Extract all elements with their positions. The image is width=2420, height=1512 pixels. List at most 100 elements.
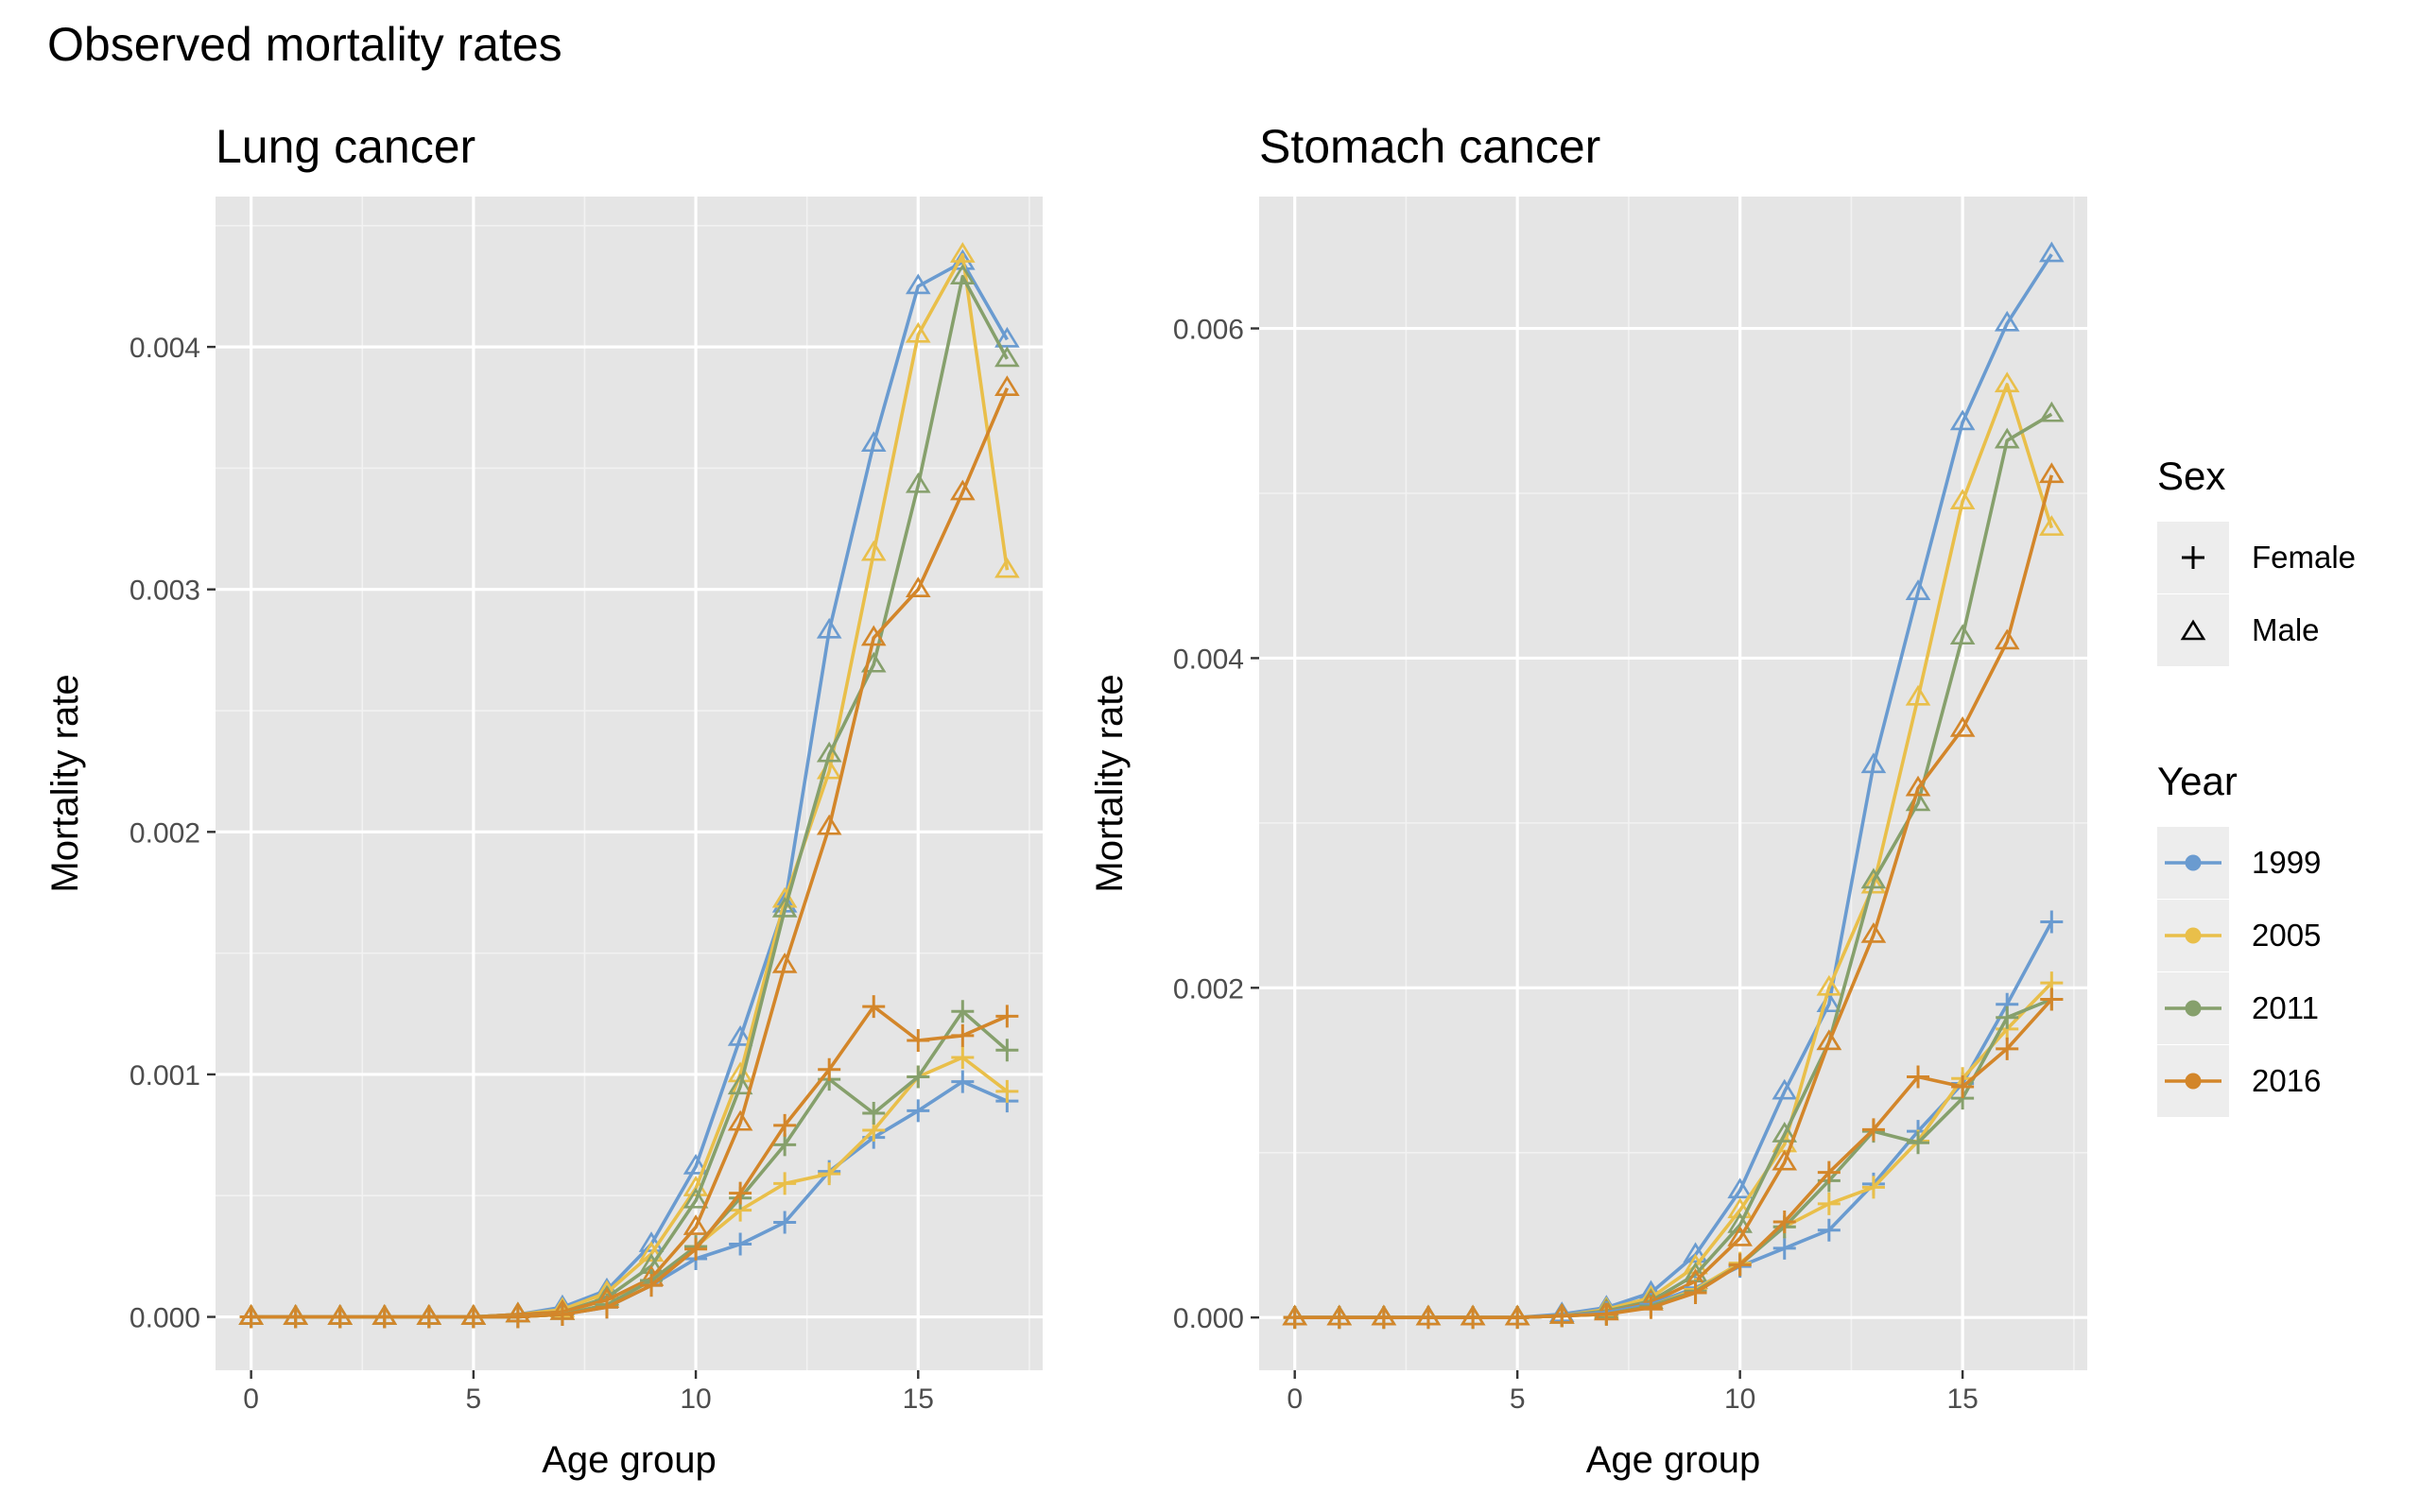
x-axis-label: Age group	[542, 1439, 717, 1481]
data-point-plus	[1817, 1218, 1841, 1242]
x-tick-label: 5	[466, 1383, 482, 1415]
legend-triangle-icon	[2180, 619, 2206, 641]
data-point-triangle	[1772, 1078, 1798, 1100]
data-point-triangle	[683, 1187, 709, 1209]
legend-plus-icon	[2182, 546, 2204, 569]
data-point-plus	[550, 1302, 574, 1326]
y-tick-label: 0.003	[130, 576, 200, 607]
y-tick-label: 0.002	[130, 817, 200, 849]
data-point-triangle	[727, 1074, 753, 1095]
data-point-plus	[1595, 1302, 1618, 1326]
panel-stomach-cancer: 0 5 10 15 0.000 0.002 0.004 0.006 Stomach cancer…	[1089, 120, 2087, 1481]
data-point-plus	[773, 1133, 797, 1157]
data-point-triangle	[683, 1153, 709, 1175]
y-tick-label: 0.004	[1173, 644, 1244, 675]
legend-year-label: 2005	[2252, 918, 2321, 953]
data-point-triangle	[1727, 1177, 1753, 1199]
data-point-triangle	[638, 1241, 665, 1263]
y-tick-label: 0.001	[130, 1060, 200, 1091]
data-point-plus	[1996, 1005, 2019, 1029]
data-point-plus	[729, 1232, 752, 1256]
data-point-triangle	[1816, 974, 1842, 996]
data-point-triangle	[1772, 1149, 1798, 1171]
data-point-plus	[684, 1237, 708, 1261]
data-point-triangle	[860, 540, 887, 561]
legend-dot-icon	[2185, 927, 2202, 944]
data-point-plus	[328, 1305, 352, 1329]
y-axis-label: Mortality rate	[1089, 674, 1131, 892]
data-point-plus	[1639, 1296, 1663, 1319]
data-point-plus	[417, 1305, 441, 1329]
data-point-plus	[951, 1000, 975, 1023]
panel-lung-cancer: 0 5 10 15 0.000 0.001 0.002 0.003 0.004 Lung canc…	[44, 120, 1043, 1481]
data-point-triangle	[1905, 775, 1931, 797]
data-point-triangle	[816, 617, 842, 639]
data-point-triangle	[950, 264, 976, 284]
legend-year-label: 2016	[2252, 1063, 2321, 1098]
y-tick-label: 0.002	[1173, 973, 1244, 1005]
data-point-plus	[2040, 910, 2064, 934]
data-point-plus	[951, 1045, 975, 1069]
legend-dot-icon	[2185, 854, 2202, 871]
data-point-plus	[1817, 1192, 1841, 1215]
data-point-triangle	[2039, 241, 2065, 263]
data-point-triangle	[950, 249, 976, 270]
series-2016-female	[239, 995, 1019, 1329]
figure-title: Observed mortality rates	[47, 18, 562, 71]
y-tick-label: 0.004	[130, 333, 200, 364]
data-point-triangle	[950, 479, 976, 501]
data-point-triangle	[994, 346, 1020, 368]
legend-year-title: Year	[2157, 759, 2238, 803]
legend-key-box	[2157, 594, 2229, 666]
data-point-plus	[640, 1274, 664, 1297]
data-point-triangle	[1683, 1242, 1708, 1263]
data-point-plus	[773, 1172, 797, 1195]
data-point-triangle	[994, 557, 1020, 578]
data-point-plus	[1772, 1236, 1796, 1260]
data-point-triangle	[1860, 872, 1887, 894]
data-point-plus	[995, 1005, 1019, 1028]
data-point-triangle	[905, 472, 931, 493]
data-point-triangle	[771, 896, 798, 918]
legend: Sex Female Male Year 1999 2005 2011 2016	[2157, 454, 2356, 1117]
data-point-plus	[1372, 1306, 1395, 1330]
data-point-triangle	[771, 952, 798, 973]
data-point-triangle	[816, 814, 842, 835]
data-point-plus	[1416, 1306, 1440, 1330]
data-point-triangle	[905, 273, 931, 295]
data-point-plus	[595, 1296, 618, 1319]
data-point-triangle	[1949, 489, 1976, 510]
x-tick-label: 10	[1724, 1383, 1755, 1415]
data-point-triangle	[638, 1231, 665, 1252]
data-point-plus	[1327, 1306, 1351, 1330]
data-point-triangle	[905, 321, 931, 343]
x-tick-label: 0	[243, 1383, 259, 1415]
panel-title: Lung cancer	[216, 120, 475, 173]
data-point-plus	[1817, 1160, 1841, 1184]
y-tick-label: 0.000	[130, 1303, 200, 1334]
data-point-triangle	[905, 576, 931, 598]
data-point-plus	[1684, 1281, 1707, 1305]
data-point-plus	[1951, 1074, 1975, 1098]
data-point-triangle	[950, 242, 976, 263]
data-point-triangle	[1772, 1122, 1798, 1143]
data-point-plus	[995, 1039, 1019, 1062]
data-point-triangle	[1949, 715, 1976, 737]
data-point-triangle	[1860, 752, 1887, 774]
y-axis-label: Mortality rate	[44, 674, 86, 892]
panel-title: Stomach cancer	[1259, 120, 1600, 173]
data-point-triangle	[994, 375, 1020, 397]
data-point-triangle	[2039, 401, 2065, 422]
data-point-plus	[907, 1065, 930, 1089]
data-point-triangle	[683, 1214, 709, 1235]
data-point-plus	[862, 1101, 886, 1125]
data-point-plus	[1550, 1304, 1574, 1328]
y-tick-label: 0.006	[1173, 315, 1244, 346]
data-point-triangle	[1949, 409, 1976, 431]
legend-year-label: 1999	[2252, 845, 2321, 880]
data-point-plus	[907, 1029, 930, 1053]
data-point-triangle	[860, 431, 887, 453]
data-point-plus	[1861, 1118, 1885, 1142]
